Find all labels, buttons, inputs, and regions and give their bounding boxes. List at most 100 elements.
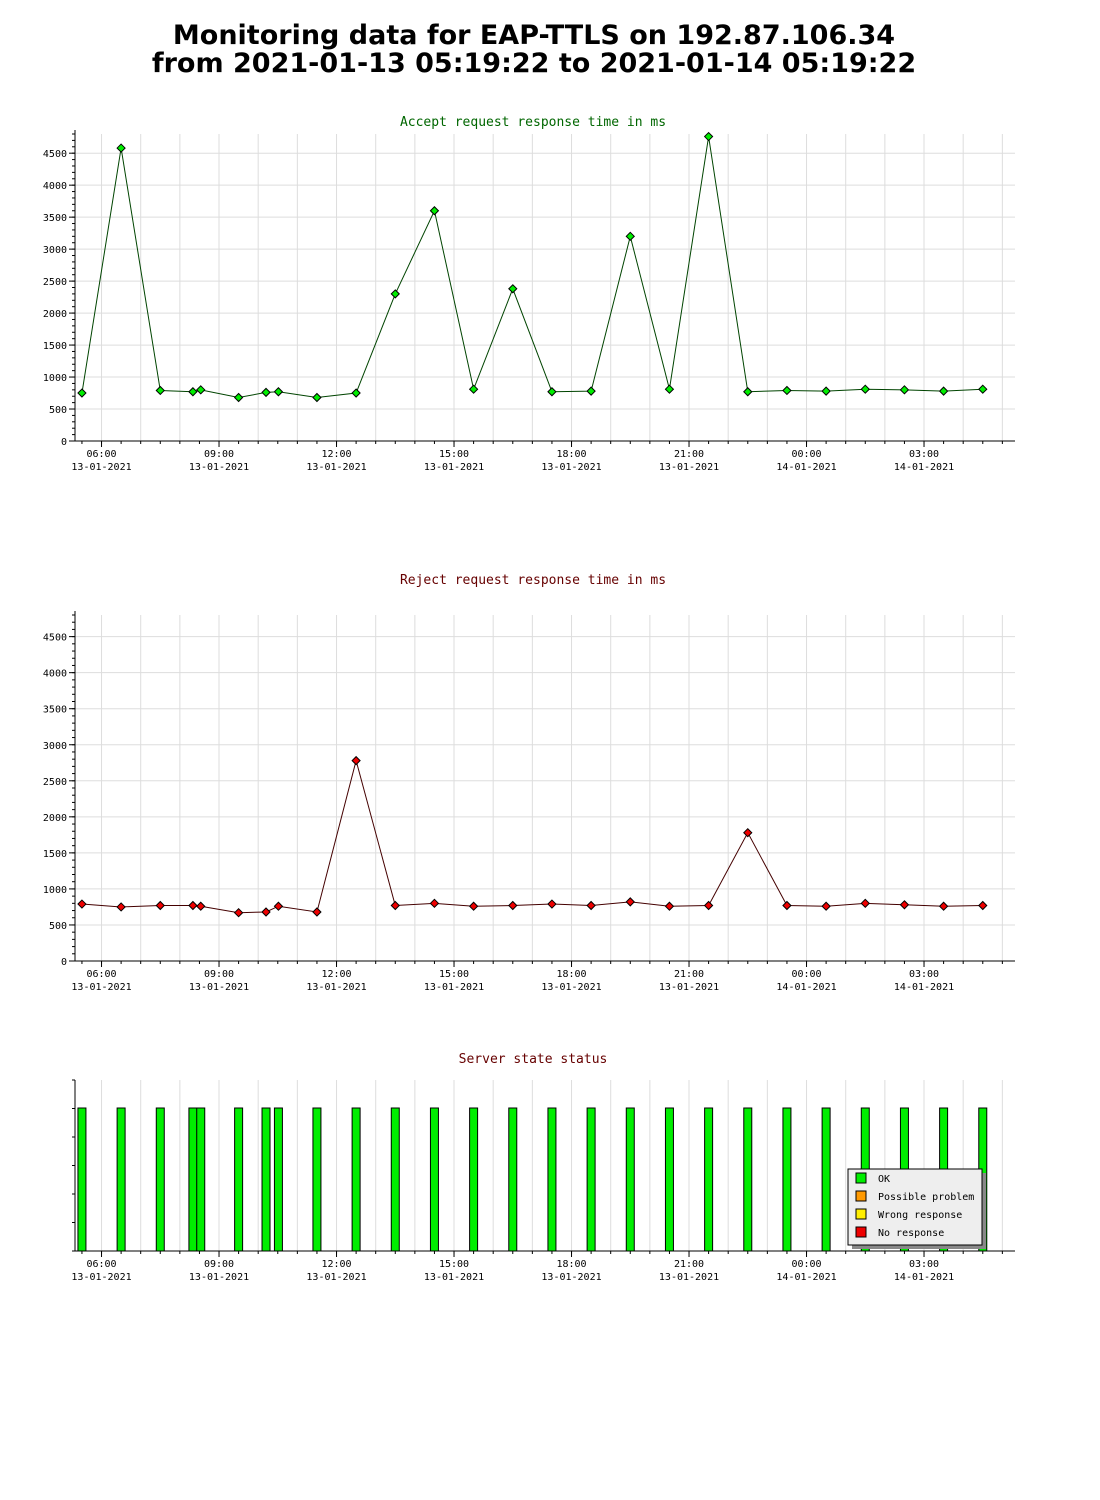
accept-data-point (468, 384, 479, 394)
accept-data-point (821, 386, 831, 396)
status-bar (547, 1107, 557, 1252)
status-bar (390, 1107, 400, 1252)
reject-data-point (899, 900, 910, 910)
accept-data-point (351, 388, 361, 398)
x-tick-label-time: 18:00 (556, 449, 586, 460)
x-tick-label-time: 21:00 (674, 1259, 704, 1270)
accept-data-point (155, 385, 165, 396)
y-tick-label: 3000 (43, 741, 67, 752)
x-tick-label-time: 00:00 (791, 449, 821, 460)
y-tick-label: 4500 (43, 149, 67, 160)
x-tick-label-time: 15:00 (439, 449, 469, 460)
x-tick-label-date: 13-01-2021 (424, 1272, 484, 1283)
x-tick-label-time: 15:00 (439, 969, 469, 980)
reject-data-point (938, 901, 949, 911)
page-title-line-1: Monitoring data for EAP-TTLS on 192.87.1… (172, 20, 896, 51)
legend-label: OK (878, 1174, 890, 1185)
reject-data-point (860, 898, 870, 909)
y-tick-label: 4000 (43, 181, 67, 192)
accept-data-point (586, 386, 596, 396)
reject-data-point (188, 900, 198, 911)
y-tick-label: 3000 (43, 245, 67, 256)
legend-swatch (855, 1208, 867, 1220)
accept-data-point (743, 387, 753, 397)
reject-data-point (196, 901, 206, 911)
x-tick-label-date: 13-01-2021 (306, 462, 366, 473)
accept-data-point (429, 206, 440, 216)
status-bar (273, 1107, 283, 1252)
status-bar (261, 1107, 271, 1252)
status-bar (77, 1107, 87, 1252)
status-bar (508, 1107, 518, 1252)
x-tick-label-date: 14-01-2021 (894, 1272, 954, 1283)
accept-data-point (547, 387, 557, 397)
x-tick-label-date: 13-01-2021 (306, 1272, 366, 1283)
accept-data-point (782, 385, 792, 396)
accept-data-point (116, 143, 126, 153)
x-tick-label-time: 06:00 (86, 1259, 116, 1270)
y-tick-label: 500 (49, 921, 67, 932)
status-bar (429, 1107, 439, 1252)
legend-box (847, 1168, 983, 1246)
y-tick-label: 1500 (43, 849, 67, 860)
accept-x-axis: 06:00 13-01-2021 09:00 13-01-2021 12:00 13-01… (71, 440, 1015, 473)
accept-chart: Accept request response time in ms 0 500 10… (43, 115, 1015, 448)
x-tick-label-time: 09:00 (204, 449, 234, 460)
page-title: Monitoring data for EAP-TTLS on 192.87.1… (0, 22, 1068, 78)
x-tick-label-date: 13-01-2021 (424, 982, 484, 993)
status-bar (782, 1107, 792, 1252)
x-tick-label-time: 00:00 (791, 1259, 821, 1270)
accept-data-point (196, 385, 206, 395)
accept-data-point (664, 384, 675, 394)
accept-data-point (273, 387, 284, 397)
accept-data-point (261, 387, 271, 398)
accept-chart-title: Accept request response time in ms (400, 115, 666, 130)
status-x-axis: 06:00 13-01-2021 09:00 13-01-2021 12:00 13-01… (71, 1250, 1015, 1283)
reject-data-point (312, 907, 322, 917)
reject-data-point (468, 901, 479, 911)
x-tick-label-time: 09:00 (204, 1259, 234, 1270)
status-bar (625, 1107, 635, 1252)
y-tick-label: 4000 (43, 669, 67, 680)
reject-x-axis: 06:00 13-01-2021 09:00 13-01-2021 12:00 13-01… (71, 960, 1015, 993)
x-tick-label-date: 13-01-2021 (541, 1272, 601, 1283)
status-legend: OK Possible problem Wrong response No respo… (847, 1168, 986, 1249)
y-tick-label: 0 (61, 437, 67, 448)
reject-data-point (116, 902, 126, 912)
status-bar (188, 1107, 198, 1252)
status-bar (821, 1107, 831, 1252)
x-tick-label-time: 09:00 (204, 969, 234, 980)
reject-data-point (782, 900, 792, 911)
page-title-line-2: from 2021-01-13 05:19:22 to 2021-01-14 0… (151, 48, 917, 79)
x-tick-label-date: 14-01-2021 (894, 982, 954, 993)
legend-swatch (855, 1190, 867, 1202)
accept-data-point (188, 387, 198, 397)
x-tick-label-date: 13-01-2021 (306, 982, 366, 993)
y-tick-label: 3500 (43, 213, 67, 224)
legend-swatch (855, 1172, 867, 1184)
accept-data-point (938, 386, 949, 396)
status-bar (196, 1107, 206, 1252)
legend-label: Wrong response (878, 1210, 962, 1221)
x-tick-label-time: 18:00 (556, 1259, 586, 1270)
y-tick-label: 2500 (43, 777, 67, 788)
accept-data-point (312, 392, 322, 403)
y-tick-label: 1000 (43, 885, 67, 896)
legend-swatch (855, 1226, 867, 1238)
y-tick-label: 3500 (43, 705, 67, 716)
reject-data-point (743, 827, 753, 838)
accept-data-point (233, 392, 244, 403)
x-tick-label-time: 12:00 (321, 1259, 351, 1270)
accept-data-point (703, 131, 714, 142)
x-tick-label-date: 13-01-2021 (541, 462, 601, 473)
reject-data-point (625, 897, 635, 907)
x-tick-label-date: 13-01-2021 (189, 462, 249, 473)
reject-data-point (586, 900, 596, 911)
x-tick-label-time: 21:00 (674, 449, 704, 460)
x-tick-label-date: 13-01-2021 (659, 1272, 719, 1283)
status-bar (664, 1107, 674, 1252)
reject-data-point (508, 900, 518, 911)
x-tick-label-date: 14-01-2021 (776, 462, 836, 473)
x-tick-label-date: 13-01-2021 (71, 462, 131, 473)
